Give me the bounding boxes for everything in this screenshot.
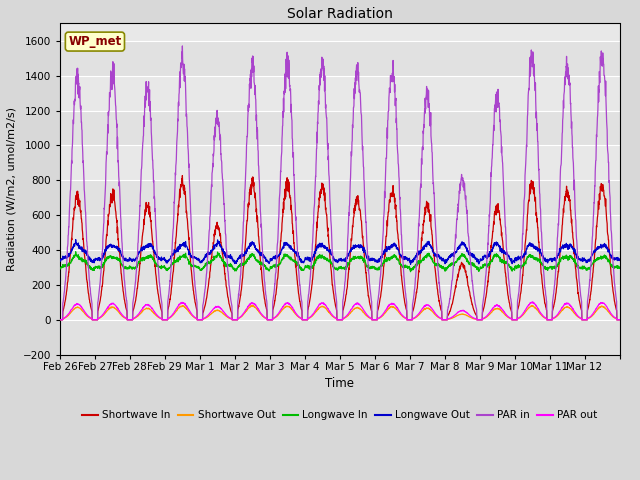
Longwave Out [374,257,381,263]
Shortwave In [374,309,381,314]
Longwave Out [406,262,414,267]
Shortwave In [608,276,616,282]
Shortwave Out [56,317,64,323]
Longwave Out [233,257,241,263]
PAR out [508,317,516,323]
Longwave In [374,265,381,271]
Longwave Out [112,245,120,251]
Longwave In [616,265,623,271]
Bar [60,320,620,355]
Shortwave Out [112,306,120,312]
PAR in [56,317,64,323]
PAR out [529,299,537,305]
Shortwave Out [540,314,548,320]
PAR out [233,317,241,323]
Shortwave Out [616,317,623,323]
PAR out [56,317,64,323]
PAR out [616,317,623,323]
Shortwave Out [608,313,616,319]
PAR in [112,104,120,109]
PAR in [179,43,186,49]
Shortwave Out [249,302,257,308]
Longwave In [608,263,616,269]
PAR out [540,314,548,320]
PAR in [616,317,623,323]
Longwave In [112,256,120,262]
Legend: Shortwave In, Shortwave Out, Longwave In, Longwave Out, PAR in, PAR out: Shortwave In, Shortwave Out, Longwave In… [78,406,601,424]
Shortwave In [616,317,623,323]
Shortwave In [179,173,186,179]
PAR in [608,236,616,242]
Line: PAR out: PAR out [60,302,620,320]
Line: Shortwave In: Shortwave In [60,176,620,320]
Longwave In [540,265,548,271]
Y-axis label: Radiation (W/m2, umol/m2/s): Radiation (W/m2, umol/m2/s) [7,107,17,271]
Longwave Out [616,257,623,263]
Longwave In [509,267,516,273]
Longwave Out [56,257,64,263]
PAR in [509,317,516,323]
Line: PAR in: PAR in [60,46,620,320]
Bar [60,110,620,145]
PAR in [233,317,241,323]
PAR out [373,317,381,323]
X-axis label: Time: Time [325,377,354,390]
Shortwave In [509,317,516,323]
Shortwave Out [509,317,516,323]
Title: Solar Radiation: Solar Radiation [287,7,393,21]
Longwave Out [72,237,79,242]
Line: Longwave Out: Longwave Out [60,240,620,264]
Longwave In [406,269,414,275]
PAR out [112,303,120,309]
Shortwave In [540,294,548,300]
Text: WP_met: WP_met [68,35,122,48]
PAR in [374,300,381,306]
Longwave Out [608,254,616,260]
Bar [60,41,620,76]
Longwave Out [540,257,548,263]
Longwave Out [509,259,516,265]
Shortwave In [112,209,120,215]
Shortwave In [233,317,241,323]
Shortwave In [56,317,64,323]
Longwave In [56,265,64,271]
Longwave In [233,265,241,271]
Bar [60,180,620,215]
Shortwave Out [233,317,241,323]
Shortwave Out [374,316,381,322]
PAR out [608,312,616,317]
Bar [60,250,620,285]
Line: Longwave In: Longwave In [60,252,620,272]
Line: Shortwave Out: Shortwave Out [60,305,620,320]
PAR in [540,273,548,278]
Longwave In [72,249,79,254]
